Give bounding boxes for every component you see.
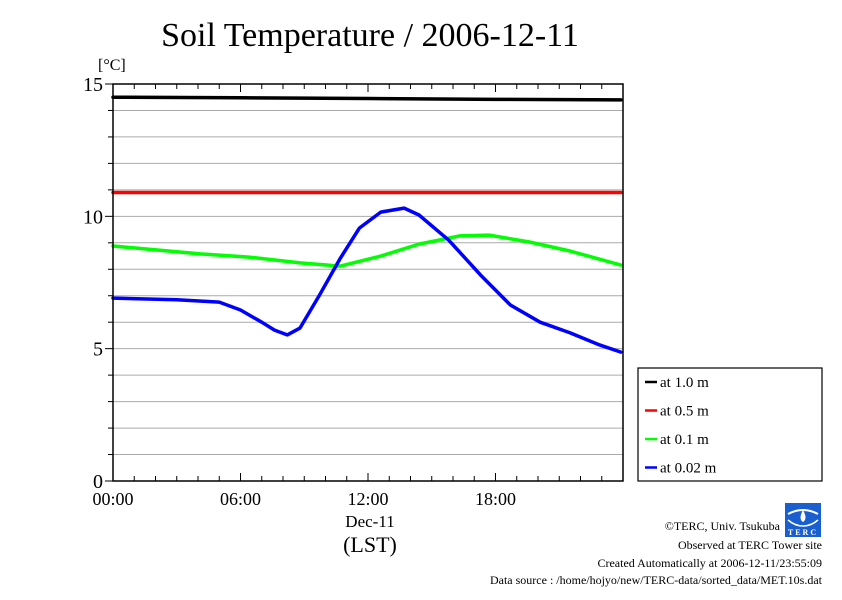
y-tick-label: 5 xyxy=(93,339,103,361)
legend-label: at 0.02 m xyxy=(660,461,717,477)
y-tick-label: 15 xyxy=(83,74,103,96)
legend-label: at 0.5 m xyxy=(660,404,709,420)
x-tick-label: 18:00 xyxy=(475,489,516,509)
x-axis-label: (LST) xyxy=(343,532,397,557)
series-line-at-1-0-m xyxy=(111,95,623,102)
y-axis-label: [°C] xyxy=(98,57,126,74)
y-tick-label: 10 xyxy=(83,206,103,228)
legend-label: at 0.1 m xyxy=(660,432,709,448)
plot-frame xyxy=(112,83,624,482)
x-tick-label: 00:00 xyxy=(92,489,133,509)
series-line-at-0-1-m xyxy=(111,233,623,268)
data-source-text: Data source : /home/hojyo/new/TERC-data/… xyxy=(489,573,822,587)
date-label: Dec-11 xyxy=(345,512,394,531)
copyright-text: ©TERC, Univ. Tsukuba xyxy=(664,519,780,533)
legend-box xyxy=(637,367,823,482)
legend: at 1.0 m at 0.5 m at 0.1 m at 0.02 m xyxy=(637,367,823,482)
chart-title: Soil Temperature / 2006-12-11 xyxy=(161,17,579,54)
x-tick-label: 12:00 xyxy=(347,489,388,509)
created-text: Created Automatically at 2006-12-11/23:5… xyxy=(597,556,822,570)
terc-logo: TERC xyxy=(785,503,821,537)
svg-text:TERC: TERC xyxy=(788,528,818,537)
x-tick-label: 06:00 xyxy=(220,489,261,509)
y-tick-label: 0 xyxy=(93,471,103,493)
series-line-at-0-02-m xyxy=(111,206,623,354)
legend-label: at 1.0 m xyxy=(660,375,709,391)
observed-text: Observed at TERC Tower site xyxy=(677,538,822,552)
